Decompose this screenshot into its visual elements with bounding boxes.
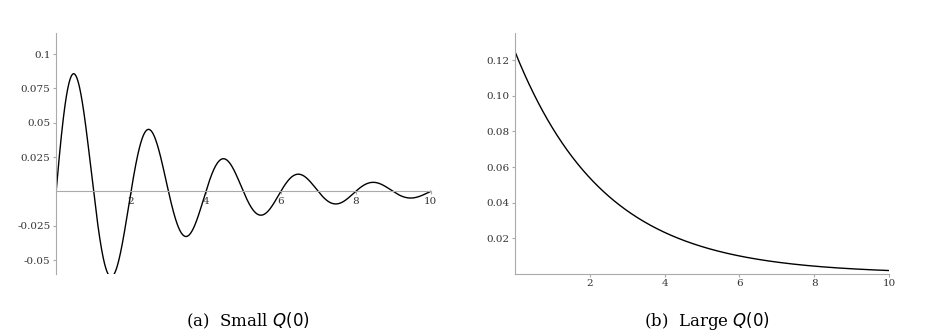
Text: (a)  Small $Q(0)$: (a) Small $Q(0)$ [186,311,310,331]
Text: (b)  Large $Q(0)$: (b) Large $Q(0)$ [644,310,769,332]
